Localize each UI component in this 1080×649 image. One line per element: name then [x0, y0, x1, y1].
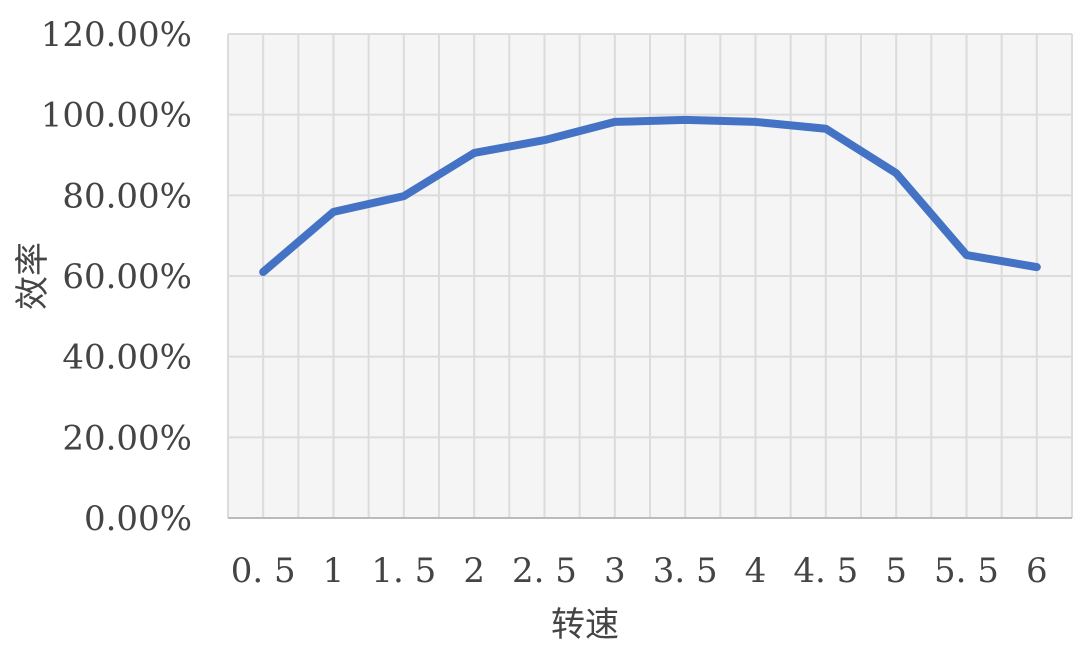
y-tick-label: 120.00%	[41, 15, 192, 55]
x-tick-label: 2. 5	[512, 551, 577, 591]
x-axis-label: 转速	[551, 605, 619, 645]
y-tick-label: 100.00%	[41, 96, 192, 136]
x-tick-label: 5. 5	[934, 551, 999, 591]
y-tick-label: 20.00%	[62, 418, 192, 458]
y-tick-label: 60.00%	[62, 257, 192, 297]
x-tick-label: 4. 5	[793, 551, 858, 591]
x-tick-label: 4	[745, 551, 767, 591]
x-tick-label: 1. 5	[371, 551, 436, 591]
x-tick-label: 5	[885, 551, 907, 591]
y-axis-ticks: 0.00% 20.00% 40.00% 60.00% 80.00% 100.00% 120.…	[41, 15, 192, 539]
x-tick-label: 6	[1026, 551, 1048, 591]
x-tick-label: 2	[463, 551, 485, 591]
gridlines	[227, 33, 1073, 519]
y-tick-label: 40.00%	[62, 338, 192, 378]
y-tick-label: 80.00%	[62, 176, 192, 216]
x-tick-label: 3. 5	[653, 551, 718, 591]
x-tick-label: 1	[323, 551, 345, 591]
series-line	[259, 115, 1041, 276]
x-tick-label: 0. 5	[231, 551, 296, 591]
x-axis-ticks: 0. 5 1 1. 5 2 2. 5 3 3. 5 4 4. 5 5 5. 5 6	[231, 551, 1048, 591]
y-axis-label: 效率	[13, 242, 53, 310]
x-tick-label: 3	[604, 551, 626, 591]
y-tick-label: 0.00%	[84, 499, 192, 539]
